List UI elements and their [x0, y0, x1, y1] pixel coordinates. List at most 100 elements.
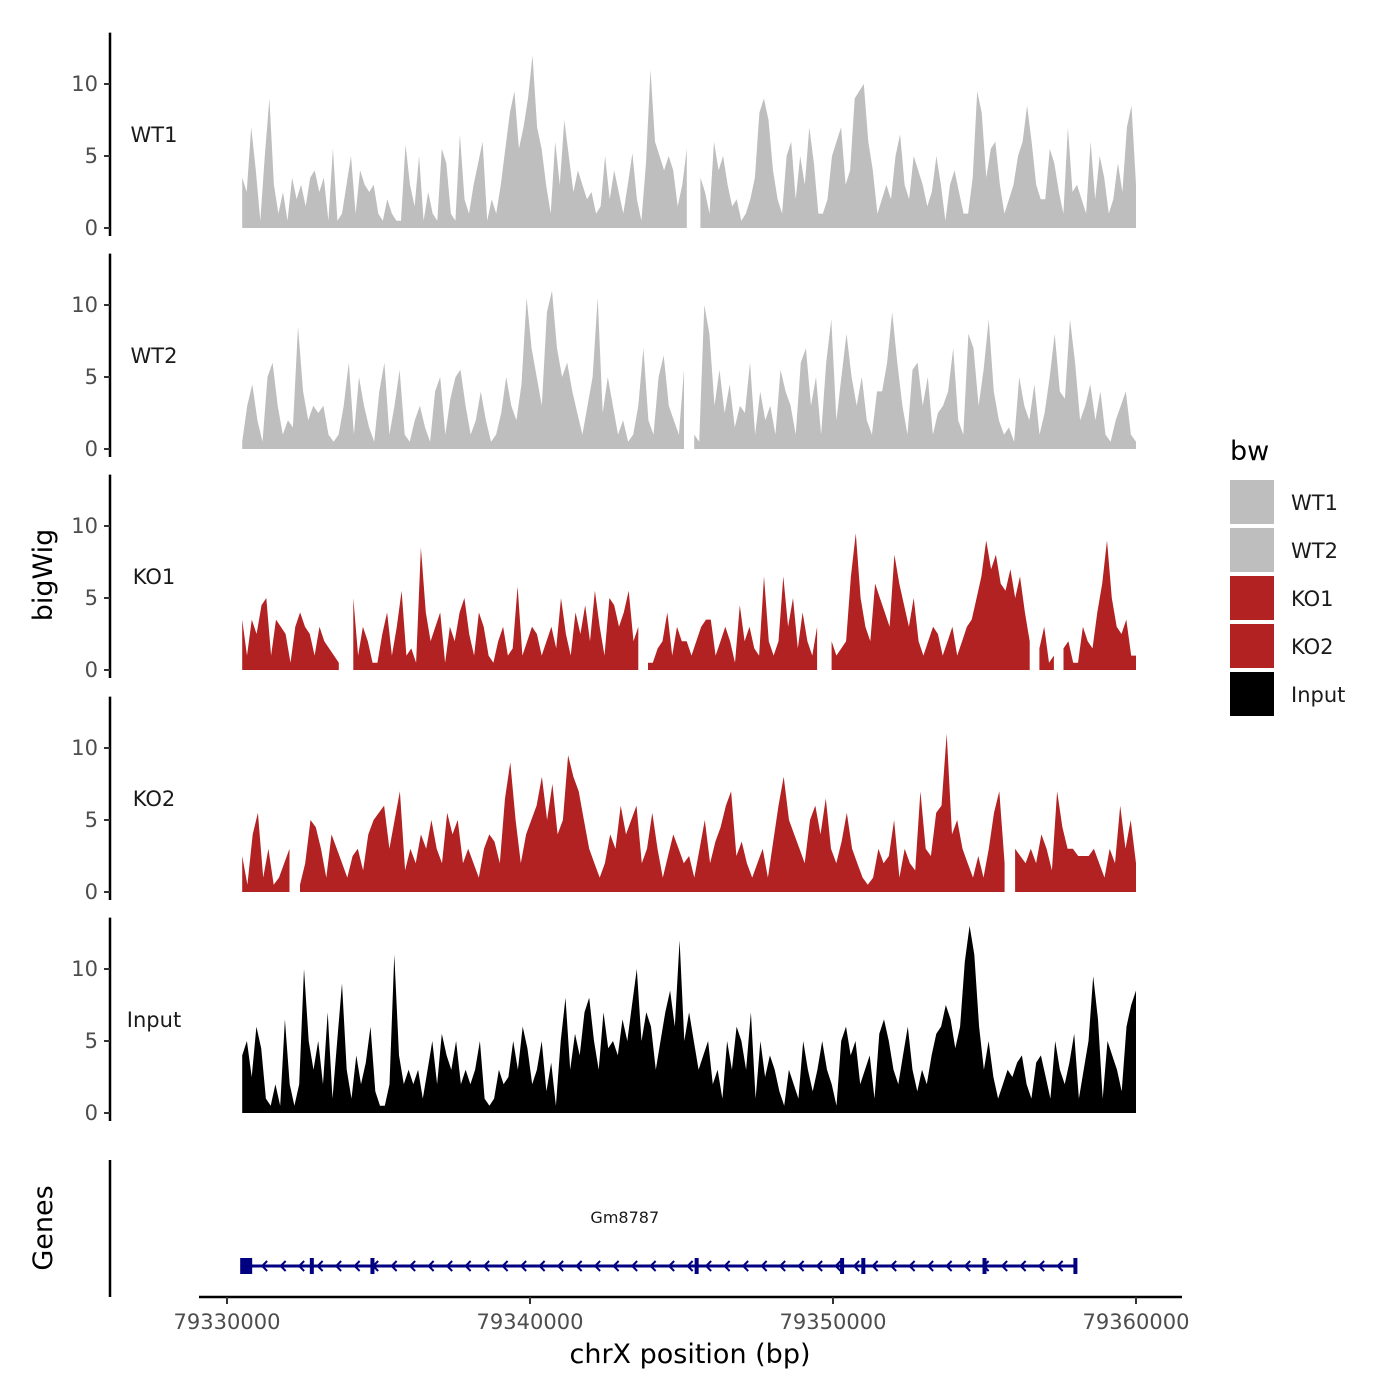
strand-arrow: [612, 1260, 620, 1272]
signal-area: [1039, 626, 1054, 670]
signal-area: [694, 305, 1136, 449]
x-tick-label: 79350000: [780, 1310, 887, 1334]
strand-arrow: [815, 1260, 823, 1272]
strand-arrow: [871, 1260, 879, 1272]
strand-arrow: [445, 1260, 453, 1272]
strand-arrow: [630, 1260, 638, 1272]
track-label-ko1: KO1: [133, 565, 176, 589]
strand-arrow: [926, 1260, 934, 1272]
y-tick-label: 5: [85, 365, 98, 389]
strand-arrow: [760, 1260, 768, 1272]
strand-arrow: [908, 1260, 916, 1272]
x-tick-label: 79330000: [174, 1310, 281, 1334]
legend-label-input: Input: [1291, 683, 1345, 707]
track-wt1: 0 5 10 WT1: [71, 32, 1136, 240]
legend-swatch-wt2: [1230, 528, 1274, 572]
signal-area: [700, 84, 1136, 228]
exon-block: [309, 1258, 314, 1274]
y-tick-label: 5: [85, 586, 98, 610]
legend: bw WT1 WT2 KO1 KO2 Input: [1230, 436, 1345, 716]
signal-area: [242, 925, 1136, 1113]
strand-arrow: [427, 1260, 435, 1272]
strand-arrow: [945, 1260, 953, 1272]
strand-arrow: [889, 1260, 897, 1272]
strand-arrow: [575, 1260, 583, 1272]
gene-name-label: Gm8787: [590, 1208, 659, 1227]
x-tick-label: 79360000: [1083, 1310, 1190, 1334]
y-tick-label: 10: [71, 293, 98, 317]
strand-arrow: [686, 1260, 694, 1272]
x-axis: 79330000 79340000 79350000 79360000: [174, 1295, 1190, 1334]
strand-arrow: [353, 1260, 361, 1272]
exon-block: [1073, 1258, 1078, 1274]
legend-swatch-wt1: [1230, 480, 1274, 524]
legend-label-ko1: KO1: [1291, 587, 1334, 611]
signal-area: [648, 576, 818, 670]
strand-arrow: [297, 1260, 305, 1272]
strand-arrow: [556, 1260, 564, 1272]
exon-block: [240, 1258, 253, 1274]
signal-area: [242, 55, 687, 229]
track-label-ko2: KO2: [133, 787, 176, 811]
signal-area: [300, 733, 1005, 892]
strand-arrow: [723, 1260, 731, 1272]
strand-arrow: [501, 1260, 509, 1272]
signal-area: [1063, 540, 1136, 670]
y-tick-label: 5: [85, 1029, 98, 1053]
strand-arrow: [1037, 1260, 1045, 1272]
track-ko1: 0 5 10 KO1: [71, 474, 1136, 682]
y-tick-label: 10: [71, 72, 98, 96]
strand-arrow: [519, 1260, 527, 1272]
strand-arrow: [834, 1260, 842, 1272]
track-label-input: Input: [127, 1008, 181, 1032]
strand-arrow: [667, 1260, 675, 1272]
strand-arrow: [482, 1260, 490, 1272]
strand-arrow: [741, 1260, 749, 1272]
y-tick-label: 10: [71, 957, 98, 981]
y-tick-label: 0: [85, 880, 98, 904]
legend-swatch-ko2: [1230, 624, 1274, 668]
signal-area: [242, 598, 339, 670]
strand-arrow: [408, 1260, 416, 1272]
strand-arrow: [390, 1260, 398, 1272]
legend-swatch-input: [1230, 672, 1274, 716]
signal-area: [242, 812, 290, 892]
legend-title: bw: [1230, 436, 1269, 467]
y-tick-label: 0: [85, 437, 98, 461]
genes-axis-title: Genes: [28, 1185, 59, 1270]
legend-label-wt1: WT1: [1291, 491, 1338, 515]
strand-arrow: [464, 1260, 472, 1272]
signal-area: [242, 290, 684, 449]
track-label-wt1: WT1: [131, 123, 178, 147]
signal-area: [1015, 791, 1136, 892]
y-tick-label: 0: [85, 658, 98, 682]
signal-area: [831, 533, 1030, 670]
strand-arrow: [1056, 1260, 1064, 1272]
strand-arrow: [279, 1260, 287, 1272]
x-axis-title: chrX position (bp): [569, 1339, 810, 1370]
y-tick-label: 5: [85, 808, 98, 832]
strand-arrow: [260, 1260, 268, 1272]
y-tick-label: 10: [71, 514, 98, 538]
track-ko2: 0 5 10 KO2: [71, 696, 1136, 904]
x-tick-label: 79340000: [477, 1310, 584, 1334]
strand-arrow: [852, 1260, 860, 1272]
track-input: 0 5 10 Input: [71, 917, 1136, 1125]
strand-arrow: [778, 1260, 786, 1272]
exon-block: [840, 1258, 845, 1274]
signal-area: [353, 547, 639, 670]
track-label-wt2: WT2: [131, 344, 178, 368]
strand-arrow: [797, 1260, 805, 1272]
y-tick-label: 5: [85, 144, 98, 168]
track-wt2: 0 5 10 WT2: [71, 253, 1136, 461]
y-tick-label: 10: [71, 736, 98, 760]
exon-block: [370, 1258, 375, 1274]
strand-arrow: [1019, 1260, 1027, 1272]
strand-arrow: [963, 1260, 971, 1272]
exon-block: [861, 1258, 866, 1274]
genes-panel: Gm8787: [108, 1160, 1078, 1297]
strand-arrow: [593, 1260, 601, 1272]
exon-block: [694, 1258, 699, 1274]
tracks-layer: 0 5 10 WT1 0 5 10 WT2 0 5 10 KO1 0 5 10 KO2 0 5 10 Input: [71, 32, 1136, 1125]
